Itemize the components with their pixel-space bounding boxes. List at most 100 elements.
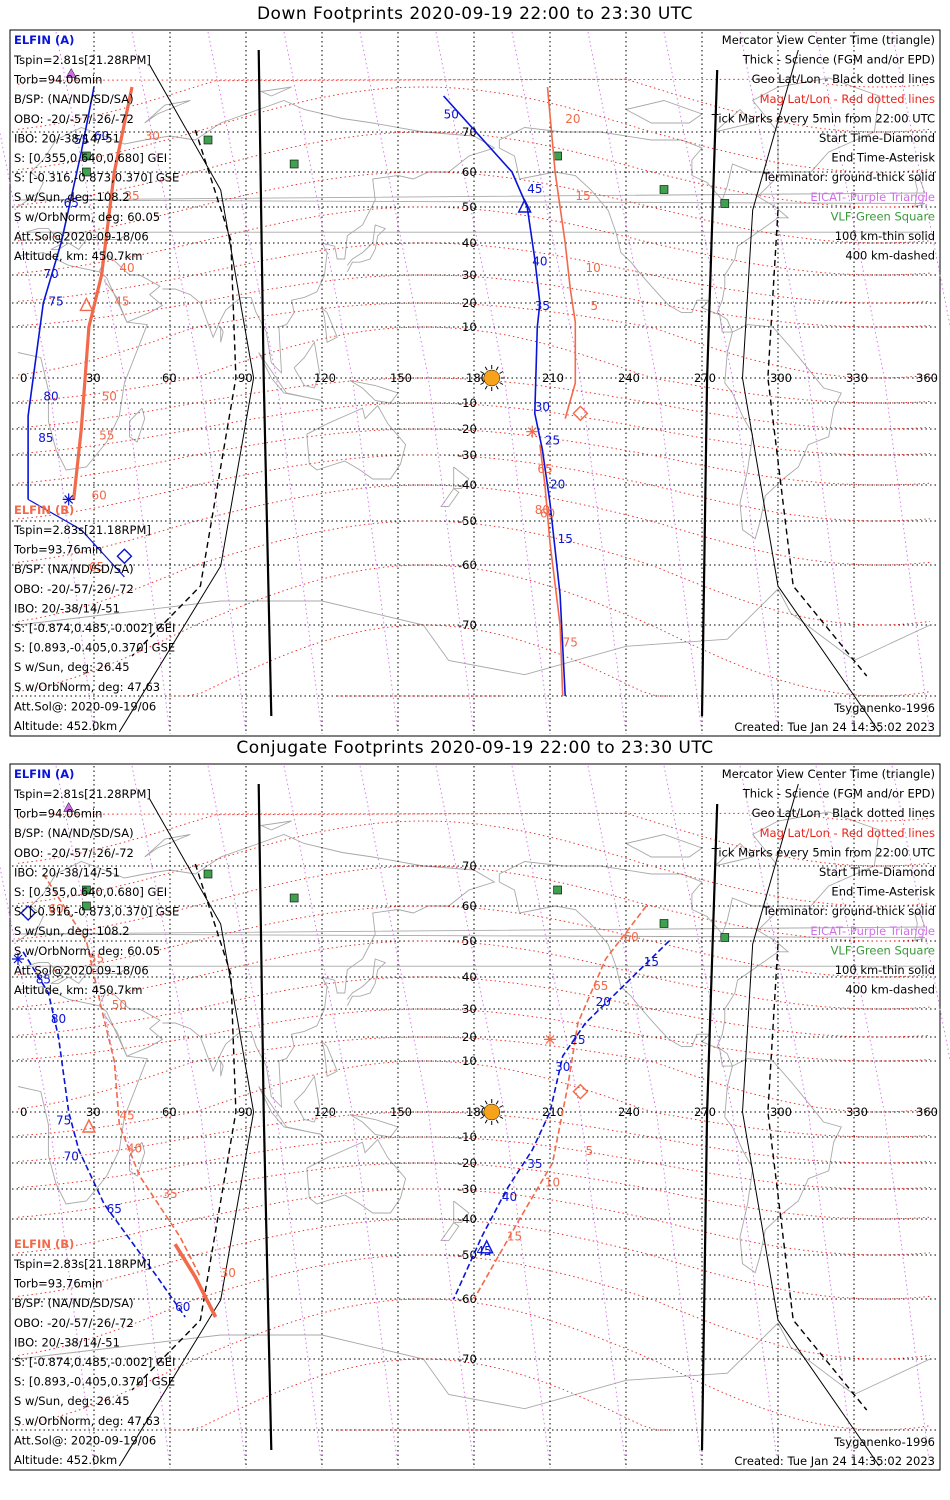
elfin-a-info-line: Tspin=2.81s[21.28RPM] — [13, 787, 151, 801]
elfin-b-info-line: S: [0.893,-0.405,0.370] GSE — [14, 1375, 175, 1389]
coastlines — [17, 811, 931, 1410]
legend-line: VLF-Green Square — [831, 943, 935, 957]
mag-meridian — [663, 31, 779, 735]
lon-tick-label: 360 — [916, 371, 938, 385]
elfin-b-info-line: OBO: -20/-57/-26/-72 — [14, 582, 134, 596]
lon-tick-label: 30 — [86, 1105, 101, 1119]
elfin-a-info-line: Altitude, km: 450.7km — [14, 983, 142, 997]
mag-parallel — [17, 940, 931, 1010]
elfin-b-tick-label: 45 — [119, 1109, 134, 1123]
coastline — [30, 834, 496, 1109]
coastline — [20, 912, 926, 942]
end-asterisk-icon — [526, 425, 539, 438]
lon-tick-label: 90 — [238, 371, 253, 385]
lat-tick-label: 70 — [462, 125, 477, 139]
lat-tick-label: 60 — [462, 165, 477, 179]
elfin-a-info-line: Att.Sol@2020-09-18/06 — [14, 229, 149, 243]
terminator-100km — [741, 783, 880, 1467]
elfin-a-tick-label: 70 — [64, 1149, 79, 1163]
elfin-a-info-line: S w/Sun, deg: 108.2 — [14, 924, 130, 938]
lon-tick-label: 90 — [238, 1105, 253, 1119]
vlf-square-icon — [82, 167, 91, 177]
lat-tick-label: -10 — [458, 396, 477, 410]
elfin-b-tick-label: 45 — [114, 294, 129, 308]
lat-tick-label: 60 — [462, 899, 477, 913]
elfin-b-tick-label: 65 — [593, 979, 608, 993]
elfin-a-tick-label: 15 — [558, 532, 573, 546]
elfin-a-info-line: S w/Sun, deg: 108.2 — [14, 190, 130, 204]
down-footprint-map: 0 30 60 90 120 150 180 210 240 270 300 330 360 70 60 50… — [0, 29, 950, 737]
mag-parallel — [17, 1136, 931, 1190]
mag-parallel — [17, 1162, 931, 1220]
elfin-a-info-line: B/SP: (NA/ND/SD/SA) — [14, 92, 134, 106]
elfin-b-title: ELFIN (B) — [14, 503, 74, 517]
mag-parallel — [17, 1008, 931, 1062]
mag-parallel — [17, 520, 931, 626]
elfin-b-info-line: OBO: -20/-57/-26/-72 — [14, 1316, 134, 1330]
legend-line: Thick - Science (FGM and/or EPD) — [742, 53, 935, 67]
legend-line: Terminator: ground-thick solid — [762, 170, 935, 184]
end-asterisk-icon — [12, 953, 24, 965]
elfin-b-info-line: B/SP: (NA/ND/SD/SA) — [14, 562, 134, 576]
mag-meridian — [283, 765, 399, 1469]
terminator-100km — [118, 64, 255, 733]
terminator-ground — [700, 69, 719, 717]
elfin-a-tick-label: 70 — [43, 267, 58, 281]
center-triangle-icon — [479, 1239, 494, 1254]
elfin-b-track — [546, 86, 577, 419]
mag-meridian — [131, 31, 247, 735]
lon-tick-label: 360 — [916, 1105, 938, 1119]
elfin-a-tick-label: 25 — [545, 434, 560, 448]
lon-tick-label: 330 — [846, 1105, 868, 1119]
model-label: Tsyganenko-1996 — [833, 1435, 935, 1449]
elfin-b-tick-label: 5 — [591, 299, 599, 313]
coastline — [259, 820, 292, 831]
lat-tick-label: -40 — [458, 1212, 477, 1226]
elfin-a-info-line: S: [0.355,0.640,0.680] GEI — [14, 151, 167, 165]
coastline — [440, 1222, 460, 1242]
lat-tick-label: -30 — [458, 448, 477, 462]
elfin-b-tick-label: 40 — [127, 1142, 142, 1156]
elfin-b-tick-label: 60 — [48, 902, 63, 916]
coastline — [346, 958, 387, 1007]
elfin-b-info-line: IBO: 20/-38/14/-51 — [14, 1335, 120, 1349]
lat-tick-label: 30 — [462, 268, 477, 282]
lon-tick-label: 60 — [162, 371, 177, 385]
mag-meridian — [435, 765, 551, 1469]
coastline — [17, 1322, 931, 1410]
center-triangle-icon — [517, 198, 532, 213]
legend-line: Start Time-Diamond — [819, 131, 935, 145]
mag-parallel — [17, 131, 931, 208]
coastline — [625, 834, 703, 858]
legend-line: 100 km-thin solid — [835, 229, 935, 243]
mag-parallel — [17, 1036, 931, 1113]
mag-parallel — [17, 78, 931, 88]
elfin-b-tick-label: 55 — [99, 428, 114, 442]
mag-parallel — [17, 402, 931, 456]
mag-parallel — [17, 484, 931, 566]
lat-tick-label: -20 — [458, 1156, 477, 1170]
coastline — [220, 326, 224, 343]
coastline — [321, 1041, 338, 1077]
lat-tick-label: -60 — [458, 1292, 477, 1306]
mag-meridian — [739, 765, 855, 1469]
elfin-b-tick-label: 60 — [540, 506, 555, 520]
elfin-b-tick-label: 65 — [89, 560, 104, 574]
created-timestamp: Created: Tue Jan 24 14:35:02 2023 — [734, 720, 935, 734]
legend-line: Mag Lat/Lon - Red dotted lines — [760, 92, 935, 106]
lat-tick-label: -30 — [458, 1182, 477, 1196]
coastline — [144, 100, 191, 124]
center-triangle-icon — [79, 296, 94, 312]
coastline — [17, 905, 44, 942]
coastline — [98, 989, 164, 1057]
elfin-a-track — [27, 498, 125, 578]
legend-line: VLF-Green Square — [831, 209, 935, 223]
vlf-square-icon — [553, 151, 562, 161]
elfin-a-tick-label: 20 — [596, 995, 611, 1009]
mag-meridian — [587, 765, 703, 1469]
terminator-400km — [131, 863, 237, 1391]
elfin-a-info-line: S w/OrbNorm, deg: 60.05 — [14, 944, 160, 958]
terminator-400km — [767, 209, 868, 677]
lat-tick-label: 20 — [462, 1030, 477, 1044]
legend-line: End Time-Asterisk — [831, 151, 935, 165]
